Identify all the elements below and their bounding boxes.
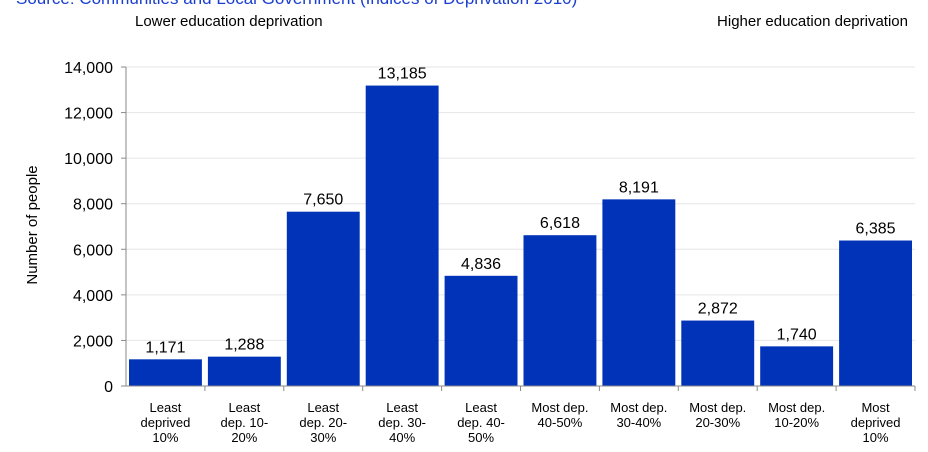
- data-label: 4,836: [461, 256, 501, 273]
- x-tick-label-line: Least: [228, 400, 260, 415]
- data-label: 7,650: [303, 192, 343, 209]
- source-caption: Source: Communities and Local Government…: [16, 0, 577, 9]
- x-tick-label-line: deprived: [851, 415, 901, 430]
- x-tick-label: Least dep. 40-50%: [457, 400, 505, 445]
- x-tick-label-line: dep. 40-: [457, 415, 505, 430]
- axes: [121, 66, 916, 391]
- x-tick-label-line: 10%: [863, 430, 889, 445]
- x-tick-label-line: Most dep.: [768, 400, 825, 415]
- x-tick-label-line: 10%: [152, 430, 178, 445]
- data-label: 2,872: [698, 301, 738, 318]
- bar: [129, 359, 202, 386]
- y-axis-title: Number of people: [24, 165, 41, 284]
- bar: [444, 275, 518, 386]
- data-label: 1,171: [145, 339, 185, 356]
- x-tick-label: Most deprived 10%: [851, 400, 901, 445]
- x-tick-label-line: 40-50%: [538, 415, 583, 430]
- x-tick-label-line: 10-20%: [774, 415, 819, 430]
- x-tick-label-line: 40%: [389, 430, 415, 445]
- x-tick-label-line: 50%: [468, 430, 494, 445]
- x-tick-label-line: 30-40%: [616, 415, 661, 430]
- bar: [839, 240, 912, 386]
- y-tick-label: 14,000: [64, 60, 113, 77]
- x-tick-label-line: 20-30%: [695, 415, 740, 430]
- x-tick-label-line: dep. 10-: [220, 415, 268, 430]
- x-tick-label: Least dep. 20-30%: [299, 400, 347, 445]
- bar: [365, 85, 439, 386]
- bars: [129, 85, 912, 386]
- y-tick-label: 10,000: [64, 151, 113, 168]
- x-tick-label-line: Most: [861, 400, 890, 415]
- x-tick-label-line: Least: [150, 400, 182, 415]
- x-tick-label: Most dep. 40-50%: [531, 400, 588, 430]
- x-tick-label: Most dep. 30-40%: [610, 400, 667, 430]
- gridlines: [126, 66, 915, 341]
- x-tick-label-line: Most dep.: [689, 400, 746, 415]
- y-tick-label: 4,000: [73, 288, 113, 305]
- bar: [207, 356, 281, 386]
- y-tick-label: 6,000: [73, 242, 113, 259]
- x-tick-label: Most dep. 20-30%: [689, 400, 746, 430]
- x-tick-label-line: 20%: [231, 430, 257, 445]
- x-tick-label-line: Least: [307, 400, 339, 415]
- x-tick-label-line: 30%: [310, 430, 336, 445]
- bar: [760, 346, 834, 386]
- data-label: 1,740: [777, 326, 817, 343]
- data-label: 1,288: [224, 337, 264, 354]
- data-label: 6,618: [540, 215, 580, 232]
- x-tick-label-line: deprived: [141, 415, 191, 430]
- data-label: 6,385: [856, 221, 896, 238]
- x-tick-label-line: Most dep.: [610, 400, 667, 415]
- data-label: 8,191: [619, 179, 659, 196]
- bar: [523, 235, 597, 386]
- x-tick-label: Least dep. 10-20%: [220, 400, 268, 445]
- x-tick-label-line: Most dep.: [531, 400, 588, 415]
- lower-deprivation-note: Lower education deprivation: [135, 13, 323, 30]
- y-tick-label: 0: [104, 379, 113, 396]
- x-tick-label-line: Least: [465, 400, 497, 415]
- y-tick-label: 2,000: [73, 333, 113, 350]
- y-tick-label: 8,000: [73, 197, 113, 214]
- labels: 0 2,000 4,000 6,000 8,000 10,000 12,000 14,000 1…: [64, 60, 900, 445]
- bar: [602, 199, 676, 386]
- y-tick-label: 12,000: [64, 106, 113, 123]
- x-tick-label-line: Least: [386, 400, 418, 415]
- higher-deprivation-note: Higher education deprivation: [717, 13, 908, 30]
- x-tick-label: Least dep. 30-40%: [378, 400, 426, 445]
- x-tick-label: Least deprived 10%: [141, 400, 191, 445]
- bar: [681, 320, 755, 386]
- data-label: 13,185: [378, 66, 427, 83]
- x-tick-label-line: dep. 20-: [299, 415, 347, 430]
- x-tick-label: Most dep. 10-20%: [768, 400, 825, 430]
- bar: [286, 211, 360, 386]
- x-tick-label-line: dep. 30-: [378, 415, 426, 430]
